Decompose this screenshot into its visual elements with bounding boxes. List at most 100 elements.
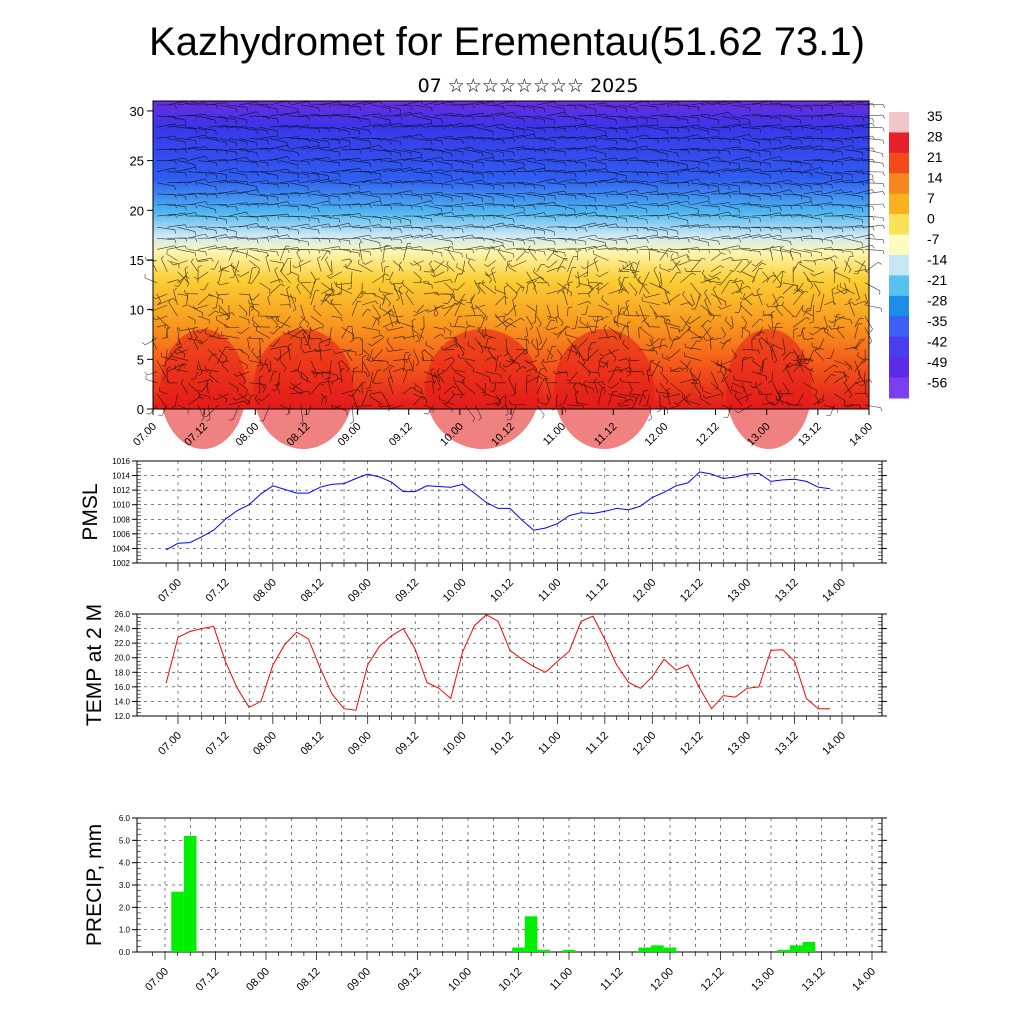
wind-barb xyxy=(597,358,601,372)
wind-barb-flag xyxy=(431,107,433,112)
wind-barb-flag xyxy=(184,206,187,211)
wind-barb-flag xyxy=(442,402,447,405)
wind-barb-flag xyxy=(185,237,188,242)
wind-barb-flag xyxy=(679,367,684,371)
wind-barb xyxy=(341,349,356,353)
wind-barb-flag xyxy=(841,101,845,105)
wind-barb-flag xyxy=(656,107,659,111)
wind-barb xyxy=(762,102,781,106)
wind-barb-flag xyxy=(420,157,424,161)
wind-barb xyxy=(617,304,619,322)
wind-barb xyxy=(577,349,586,364)
wind-barb xyxy=(800,327,804,336)
wind-barb xyxy=(300,315,310,324)
wind-barb xyxy=(731,389,743,395)
wind-barb-flag xyxy=(841,124,844,129)
wind-barb xyxy=(546,319,552,328)
wind-barb-flag xyxy=(266,196,269,201)
wind-barb-flag xyxy=(174,204,177,209)
wind-barb xyxy=(205,369,219,372)
wind-barb xyxy=(557,178,575,184)
wind-barb-flag xyxy=(311,370,315,375)
wind-barb-flag xyxy=(353,402,356,407)
wind-barb-flag xyxy=(518,363,520,368)
wind-barb xyxy=(433,124,452,128)
wind-barb-flag xyxy=(266,162,269,167)
wind-barb-flag xyxy=(773,360,778,364)
wind-barb xyxy=(433,149,452,154)
wind-barb-flag xyxy=(287,169,290,173)
wind-barb xyxy=(240,326,250,334)
wind-barb xyxy=(392,304,399,322)
wind-barb-flag xyxy=(503,296,508,299)
y-tick-label: 2.0 xyxy=(119,903,131,912)
wind-barb xyxy=(780,248,784,261)
wind-barb xyxy=(546,160,565,163)
wind-barb-flag xyxy=(647,418,652,422)
wind-barb-flag xyxy=(483,392,486,397)
wind-barb xyxy=(639,349,657,352)
wind-barb xyxy=(772,382,781,398)
wind-barb-flag xyxy=(400,153,402,158)
wind-barb-flag xyxy=(562,286,567,290)
wind-barb xyxy=(844,149,863,153)
wind-barb xyxy=(681,315,691,332)
wind-barb xyxy=(813,238,832,241)
wind-barb xyxy=(669,160,688,166)
wind-barb-flag xyxy=(256,364,261,367)
wind-barb xyxy=(526,126,545,130)
wind-barb xyxy=(238,382,248,391)
wind-barb-flag xyxy=(641,319,645,323)
wind-barb-flag xyxy=(480,349,484,354)
wind-barb-flag xyxy=(215,245,219,250)
wind-barb xyxy=(813,125,832,128)
wind-barb xyxy=(382,149,401,154)
wind-barb xyxy=(598,126,617,130)
wind-barb xyxy=(821,393,825,403)
wind-barb xyxy=(504,393,507,407)
wind-barb xyxy=(646,393,650,406)
wind-barb xyxy=(598,138,617,141)
wind-barb-flag xyxy=(216,315,218,320)
wind-barb-flag xyxy=(471,164,474,169)
wind-barb-flag xyxy=(828,325,832,330)
wind-barb xyxy=(563,393,568,405)
wind-barb-flag xyxy=(215,174,218,179)
wind-barb-flag xyxy=(405,359,408,364)
wind-barb xyxy=(403,243,408,261)
wind-barb-flag xyxy=(192,326,196,331)
wind-barb-flag xyxy=(861,101,865,106)
wind-barb xyxy=(587,238,606,243)
wind-barb xyxy=(249,215,268,218)
wind-barb xyxy=(392,215,411,221)
wind-barb xyxy=(403,124,422,128)
wind-barb xyxy=(864,404,881,408)
wind-barb xyxy=(474,382,486,393)
wind-barb-flag xyxy=(375,300,379,305)
wind-barb xyxy=(156,123,175,128)
wind-barb xyxy=(208,293,223,300)
wind-barb-flag xyxy=(246,175,248,180)
wind-barb xyxy=(864,114,884,117)
wind-barb-flag xyxy=(400,202,403,207)
wind-barb-flag xyxy=(708,139,711,143)
wind-barb-flag xyxy=(175,343,180,346)
wind-barb-flag xyxy=(655,350,658,355)
wind-barb xyxy=(587,179,606,184)
wind-barb-flag xyxy=(622,264,624,269)
wind-barb-flag xyxy=(691,303,695,307)
wind-barb xyxy=(531,342,537,350)
wind-barb xyxy=(403,134,421,139)
wind-barb-flag xyxy=(747,259,750,264)
wind-barb xyxy=(351,138,370,142)
wind-barb-flag xyxy=(667,138,670,143)
wind-barb-flag xyxy=(789,247,794,251)
wind-barb xyxy=(741,357,744,372)
wind-barb-flag xyxy=(441,369,446,372)
wind-barb-flag xyxy=(716,283,721,286)
wind-barb-flag xyxy=(541,414,545,419)
wind-barb-flag xyxy=(531,322,536,324)
wind-barb-flag xyxy=(492,101,496,106)
wind-barb xyxy=(220,269,229,272)
wind-barb-flag xyxy=(851,234,855,239)
